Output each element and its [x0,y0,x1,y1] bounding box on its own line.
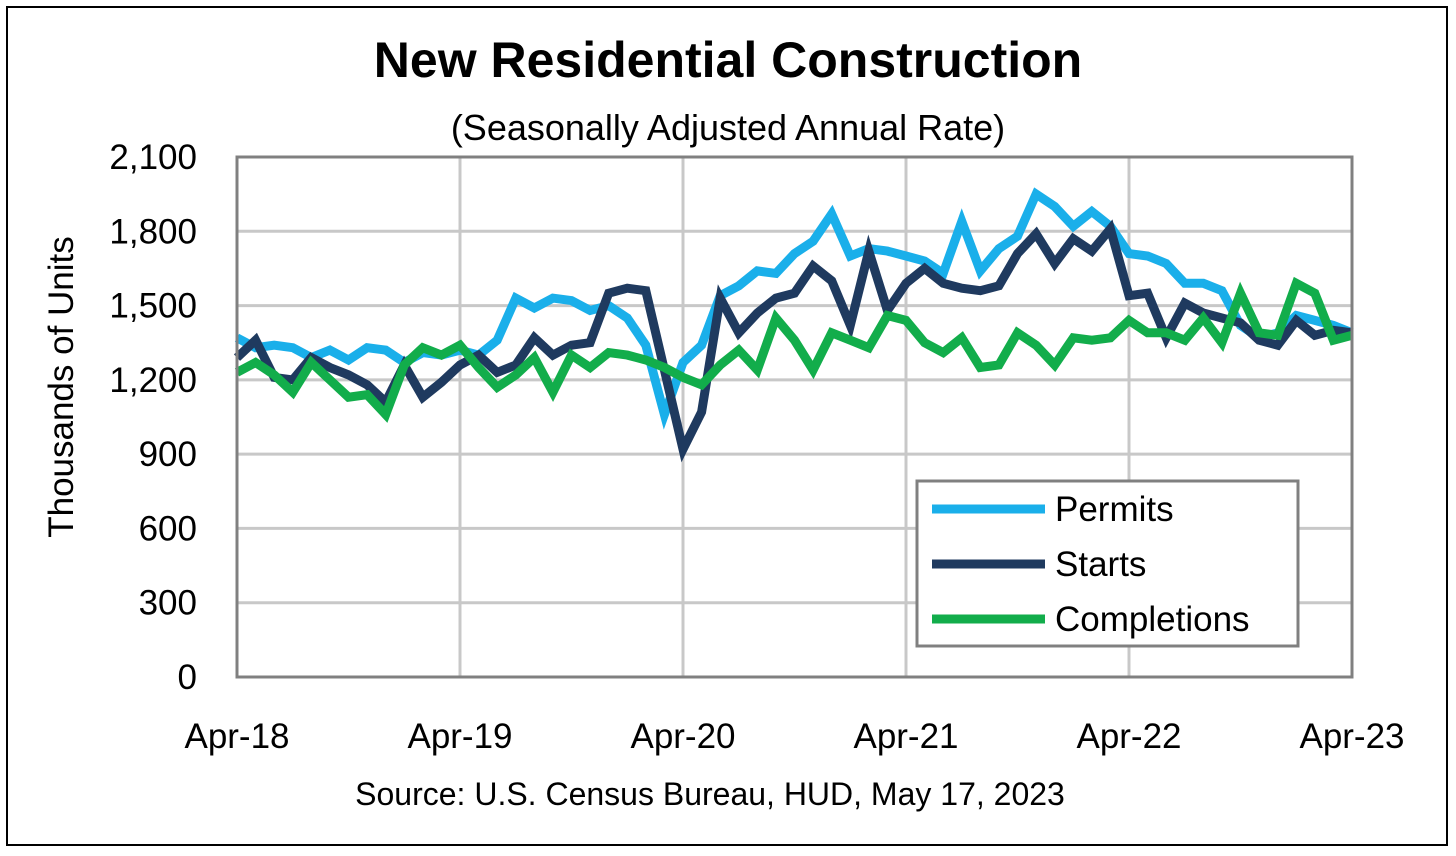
y-tick-label: 2,100 [109,138,197,177]
y-axis-ticks: 0 300 600 900 1,200 1,500 1,800 2,100 [109,138,197,697]
y-axis-label: Thousands of Units [42,236,81,538]
y-tick-label: 1,200 [109,361,197,400]
legend-label-starts: Starts [1055,545,1146,584]
series-line-starts [233,219,1353,463]
y-tick-label: 900 [139,435,197,474]
legend-label-completions: Completions [1055,600,1250,639]
chart-frame [6,6,1448,846]
series-line-completions [234,276,1354,423]
x-axis-ticks: Apr-18 Apr-19 Apr-20 Apr-21 Apr-22 Apr-23 [184,717,1404,756]
legend-label-permits: Permits [1055,490,1174,529]
x-tick-label: Apr-21 [853,717,958,756]
source-note: Source: U.S. Census Bureau, HUD, May 17,… [355,776,1065,812]
chart-title: New Residential Construction [373,32,1083,88]
x-tick-label: Apr-18 [184,717,289,756]
x-tick-label: Apr-19 [407,717,512,756]
x-tick-label: Apr-23 [1299,717,1404,756]
y-tick-label: 1,800 [109,212,197,251]
x-tick-label: Apr-20 [630,717,735,756]
y-tick-label: 0 [178,658,197,697]
y-tick-label: 1,500 [109,287,197,326]
y-tick-label: 300 [139,584,197,623]
plot-border [235,155,1354,679]
chart-subtitle: (Seasonally Adjusted Annual Rate) [450,107,1006,148]
x-tick-label: Apr-22 [1076,717,1181,756]
legend: Permits Starts Completions [915,479,1300,648]
series-lines [233,187,1354,463]
y-tick-label: 600 [139,509,197,548]
